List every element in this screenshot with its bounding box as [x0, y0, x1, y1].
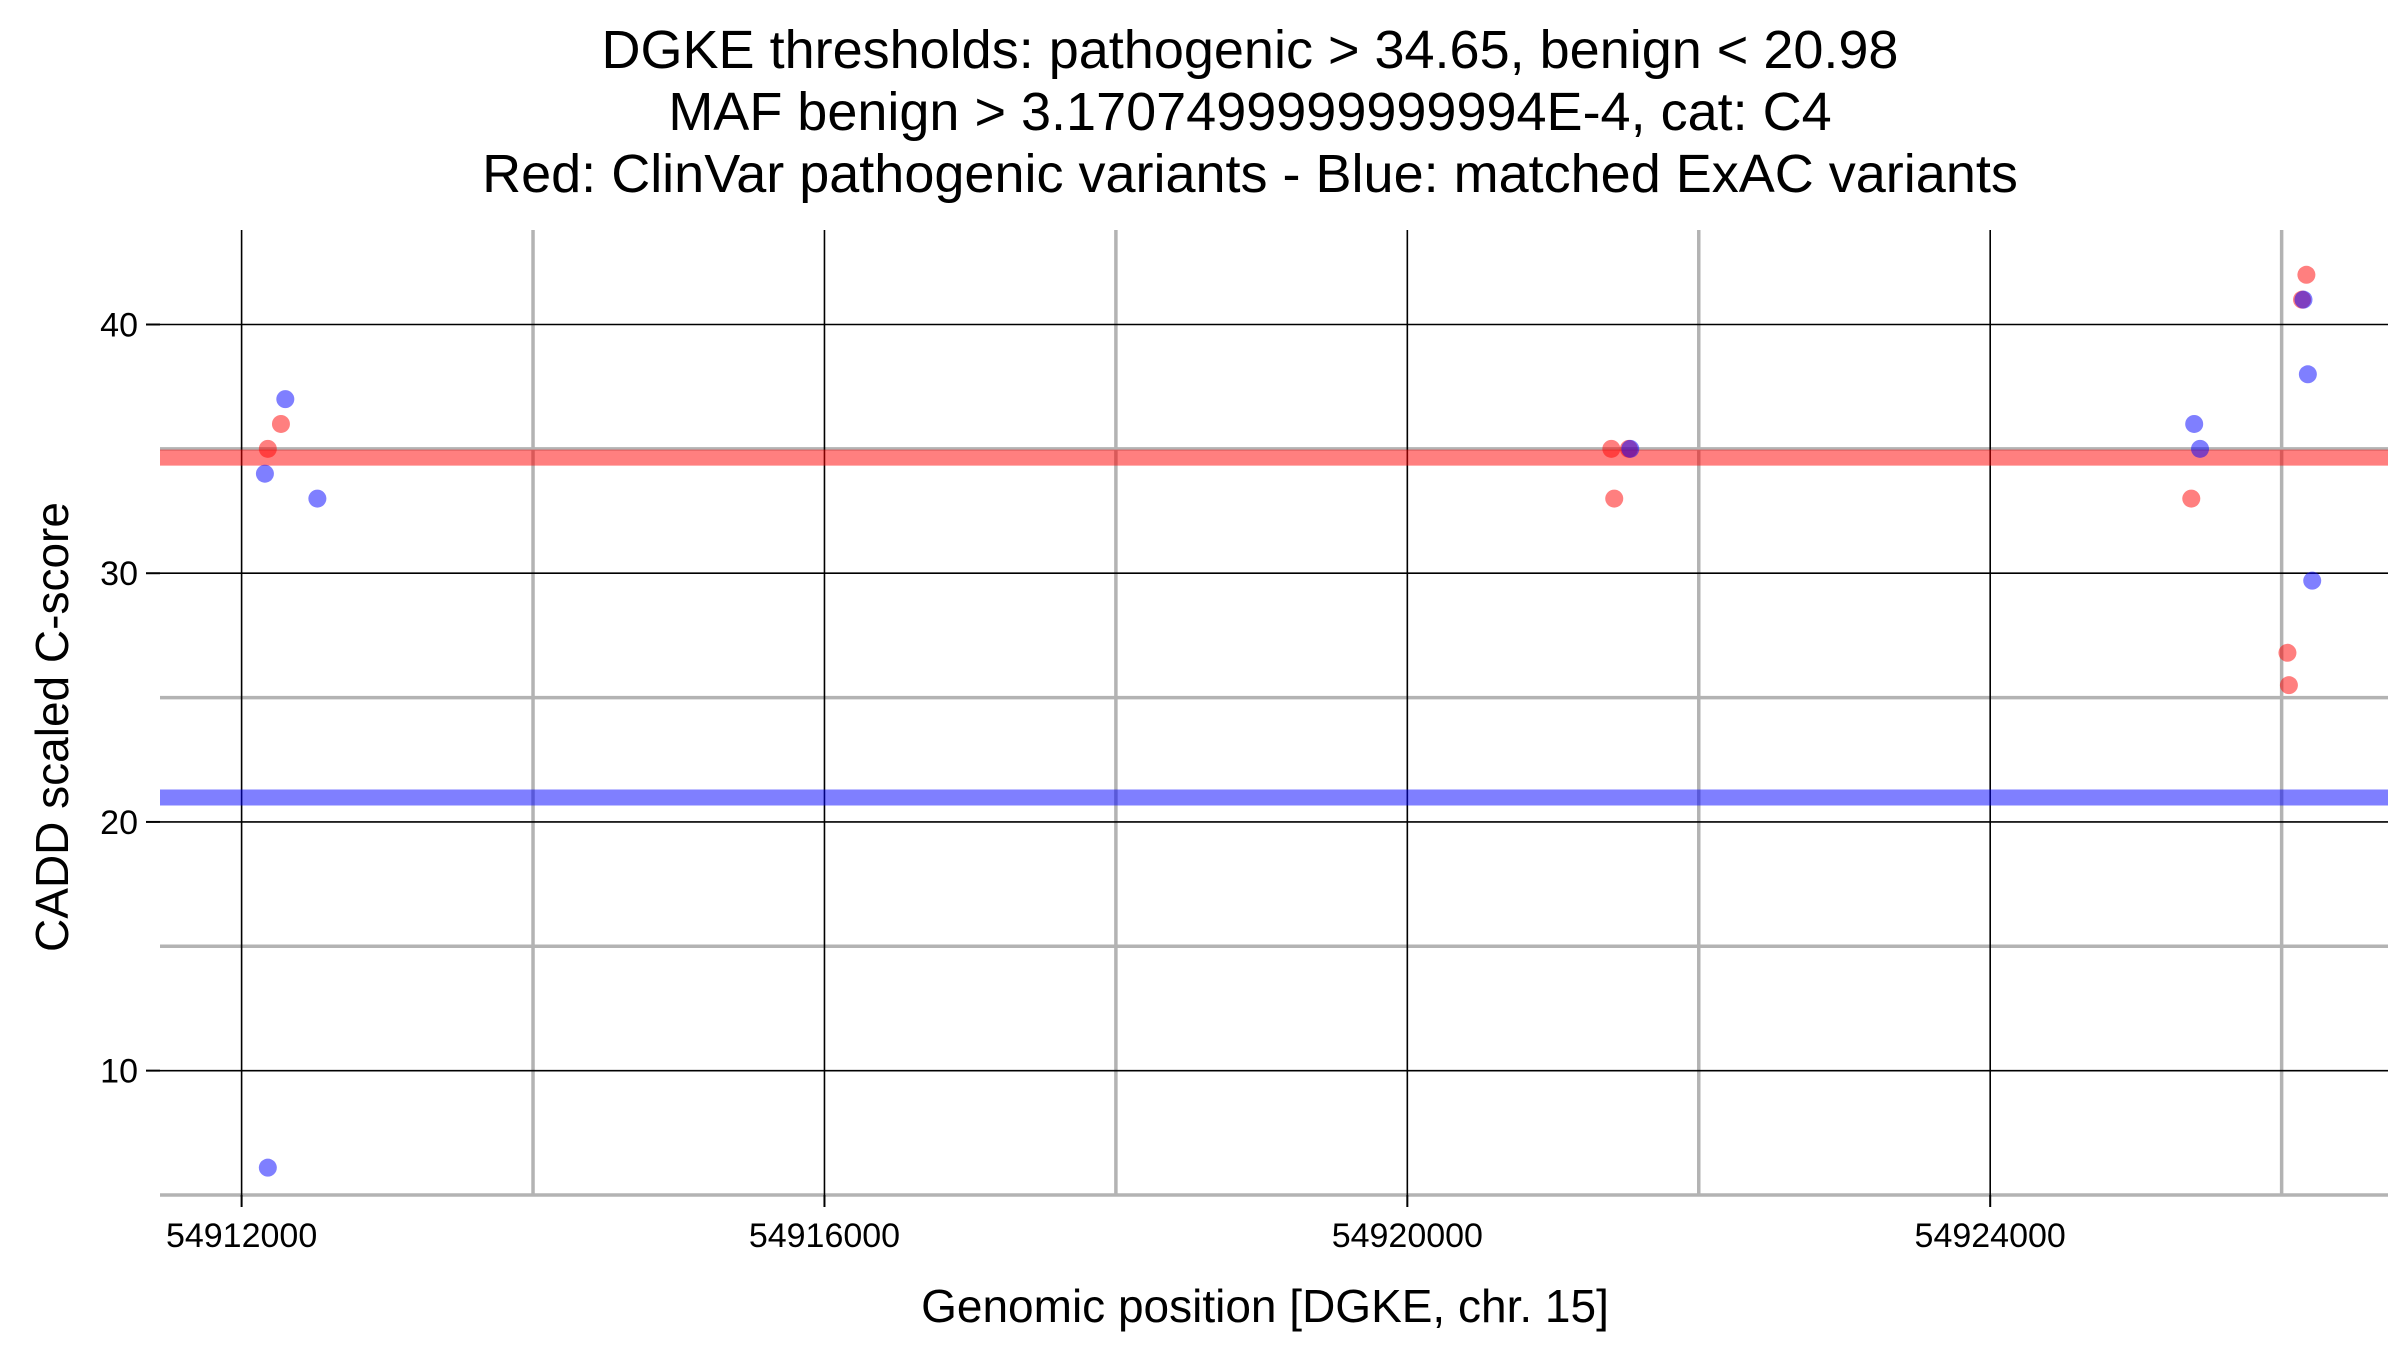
clinvar-point: [2297, 265, 2316, 284]
chart-title-line-1: DGKE thresholds: pathogenic > 34.65, ben…: [602, 20, 1899, 80]
x-tick-label: 54912000: [166, 1217, 317, 1255]
exac-point: [308, 489, 327, 508]
y-tick-label: 10: [100, 1053, 138, 1091]
x-tick-label: 54920000: [1332, 1217, 1483, 1255]
x-tick-label: 54916000: [749, 1217, 900, 1255]
clinvar-point: [271, 414, 290, 433]
exac-point: [2298, 365, 2317, 384]
clinvar-point: [258, 439, 277, 458]
axes: 54912000 54916000 54920000 54924000 10 20 30 40: [100, 307, 2066, 1255]
chart-title-line-2: MAF benign > 3.1707499999999994E-4, cat:…: [668, 82, 1831, 142]
clinvar-point: [2279, 676, 2298, 695]
y-tick-label: 30: [100, 555, 138, 593]
exac-point: [2185, 414, 2204, 433]
major-grid: [160, 230, 2388, 1195]
clinvar-point: [1605, 489, 1624, 508]
y-tick-label: 20: [100, 804, 138, 842]
x-tick-label: 54924000: [1915, 1217, 2066, 1255]
y-axis-label: CADD scaled C-score: [26, 502, 78, 952]
exac-point: [2191, 439, 2210, 458]
clinvar-point: [2278, 643, 2297, 662]
clinvar-point: [1602, 439, 1621, 458]
threshold-lines: [160, 449, 2388, 806]
exac-point: [258, 1158, 277, 1177]
exac-point: [255, 464, 274, 483]
exac-point: [2303, 571, 2322, 590]
data-points: [255, 265, 2322, 1177]
y-tick-label: 40: [100, 307, 138, 345]
exac-point: [2294, 290, 2313, 309]
x-axis-label: Genomic position [DGKE, chr. 15]: [921, 1280, 1609, 1332]
minor-grid: [160, 230, 2388, 1197]
exac-point: [1621, 439, 1640, 458]
chart-title-line-3: Red: ClinVar pathogenic variants - Blue:…: [482, 144, 2018, 204]
exac-point: [276, 390, 295, 409]
clinvar-point: [2182, 489, 2201, 508]
